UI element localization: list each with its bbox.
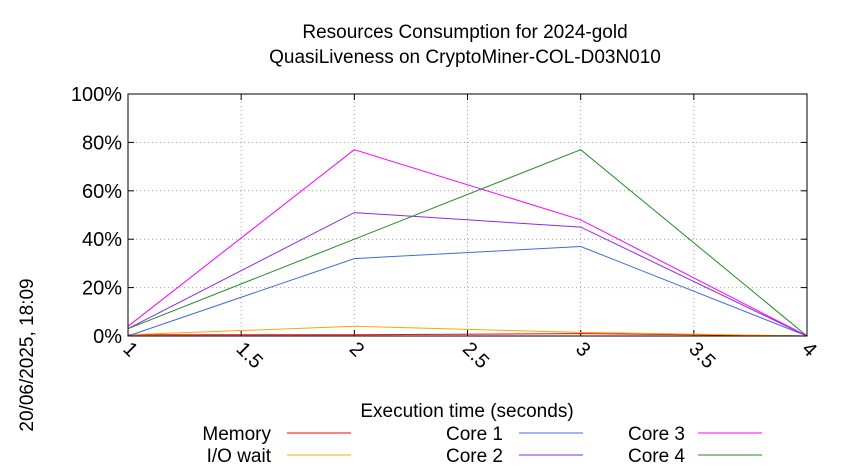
legend-label-core-4: Core 4 (628, 446, 685, 467)
x-axis-label: Execution time (seconds) (360, 401, 573, 422)
chart-title-line-2: QuasiLiveness on CryptoMiner-COL-D03N010 (269, 47, 661, 68)
y-tick-label: 40% (82, 229, 122, 251)
legend-label-i-o-wait: I/O wait (207, 446, 272, 467)
series-line-core-3 (127, 149, 808, 337)
x-tick-label: 2.5 (458, 338, 493, 373)
series-line-core-2 (127, 212, 808, 337)
plot-frame (127, 93, 808, 337)
y-tick-label: 60% (82, 181, 122, 203)
series-line-memory (128, 333, 808, 337)
x-tick-label: 3 (571, 338, 594, 361)
x-tick-label: 2 (345, 338, 368, 361)
x-tick-label: 4 (797, 338, 820, 361)
series-line-i-o-wait (127, 325, 808, 337)
y-tick-label: 20% (82, 278, 122, 300)
series-line-core-1 (127, 245, 808, 337)
y-tick-label: 80% (82, 132, 122, 154)
legend-label-memory: Memory (202, 424, 271, 445)
series-lines (127, 149, 808, 337)
timestamp-label: 20/06/2025, 18:09 (17, 278, 38, 431)
series-line-core-4 (127, 149, 808, 337)
legend-label-core-1: Core 1 (446, 424, 503, 445)
legend-label-core-3: Core 3 (628, 424, 685, 445)
chart-title-line-1: Resources Consumption for 2024-gold (302, 22, 627, 43)
x-tick-label: 3.5 (684, 338, 719, 373)
y-tick-label: 0% (93, 326, 122, 348)
grid (127, 93, 808, 337)
legend-label-core-2: Core 2 (446, 446, 503, 467)
x-tick-label: 1.5 (232, 338, 267, 373)
y-tick-label: 100% (71, 84, 122, 106)
y-axis: 0% 20% 40% 60% 80% 100% (71, 84, 807, 348)
